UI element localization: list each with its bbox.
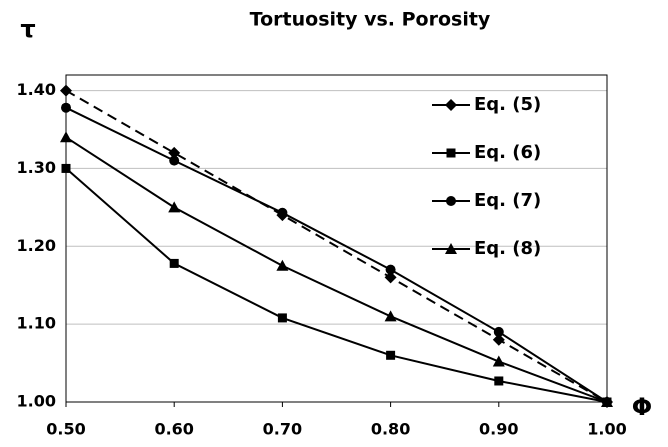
legend-marker bbox=[445, 99, 457, 111]
x-tick-label: 0.90 bbox=[479, 420, 518, 439]
marker bbox=[61, 102, 71, 113]
marker bbox=[384, 271, 397, 284]
marker bbox=[60, 84, 72, 97]
chart-title: Tortuosity vs. Porosity bbox=[250, 9, 491, 31]
legend-label: Eq. (8) bbox=[474, 238, 541, 259]
marker bbox=[60, 131, 72, 143]
marker bbox=[494, 376, 504, 386]
marker bbox=[168, 146, 181, 159]
legend-marker bbox=[446, 196, 456, 206]
series-line bbox=[65, 136, 608, 403]
legend-label: Eq. (5) bbox=[474, 94, 541, 115]
plot-border bbox=[65, 74, 608, 403]
legend-marker bbox=[445, 243, 457, 254]
x-tick-label: 0.60 bbox=[154, 420, 193, 439]
marker bbox=[168, 201, 181, 213]
x-tick-label: 0.70 bbox=[263, 420, 302, 439]
y-tick-label: 1.00 bbox=[17, 392, 56, 411]
marker bbox=[277, 313, 287, 323]
series-line bbox=[65, 89, 608, 403]
legend-marker bbox=[446, 148, 456, 158]
marker bbox=[384, 310, 397, 322]
y-tick-label: 1.30 bbox=[17, 158, 56, 177]
marker bbox=[386, 350, 396, 360]
marker bbox=[276, 259, 289, 271]
legend-label: Eq. (7) bbox=[474, 190, 541, 211]
marker bbox=[492, 333, 505, 346]
marker bbox=[385, 264, 396, 275]
x-tick-label: 1.00 bbox=[587, 420, 626, 439]
marker bbox=[493, 326, 504, 337]
series-line bbox=[65, 167, 608, 403]
series-line bbox=[65, 106, 608, 403]
marker bbox=[169, 258, 179, 268]
legend-label: Eq. (6) bbox=[474, 142, 541, 163]
y-axis-label: τ bbox=[20, 15, 35, 43]
y-tick-label: 1.40 bbox=[17, 80, 56, 99]
marker bbox=[492, 355, 505, 367]
x-tick-label: 0.50 bbox=[46, 420, 85, 439]
x-tick-label: 0.80 bbox=[371, 420, 410, 439]
marker bbox=[277, 207, 288, 218]
y-tick-label: 1.10 bbox=[17, 314, 56, 333]
y-tick-label: 1.20 bbox=[17, 236, 56, 255]
marker bbox=[601, 396, 613, 407]
x-axis-label: Φ bbox=[632, 393, 652, 421]
marker bbox=[61, 163, 71, 173]
marker bbox=[169, 155, 180, 166]
